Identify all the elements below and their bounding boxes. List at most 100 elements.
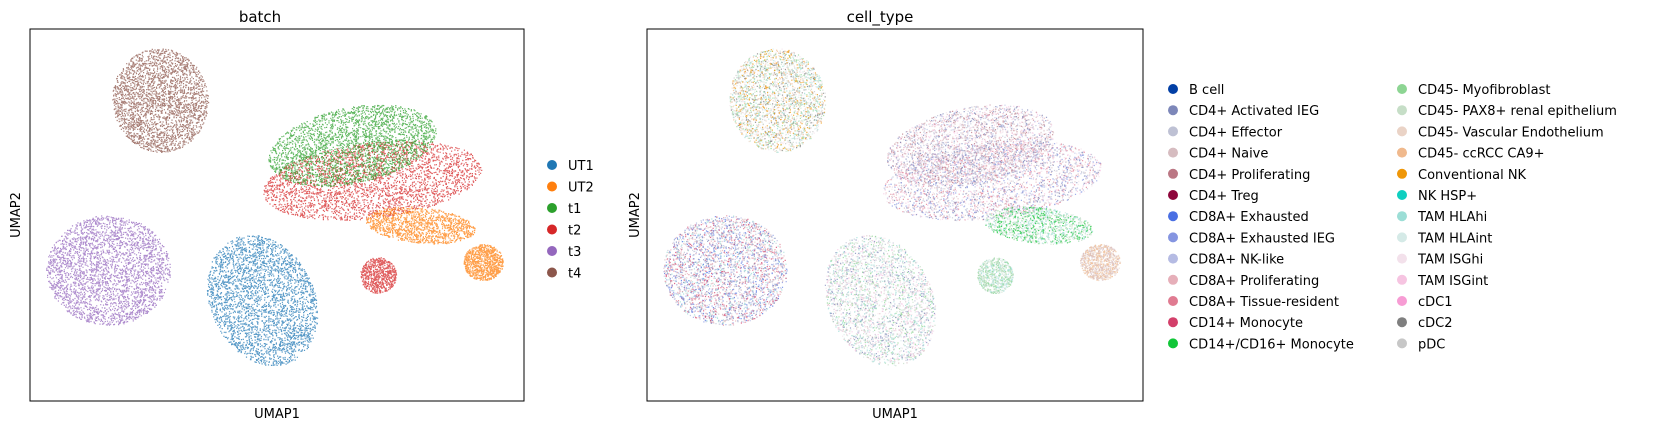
- cluster-cd8-points-2: [664, 216, 788, 325]
- batch-legend-label-ut2: UT2: [568, 181, 594, 196]
- cluster-bridge-points-4: [985, 206, 1093, 245]
- cluster-cd8-points-7: [665, 215, 788, 326]
- cell-type-legend-marker-cd14-cd16-monocyte: [1168, 338, 1178, 349]
- cluster-tcell-top-points-6: [887, 105, 1053, 187]
- cell-type-legend-label-tam-hlahi: TAM HLAhi: [1417, 210, 1487, 225]
- batch-legend-label-t2: t2: [568, 224, 581, 239]
- cell-type-legend-marker-b-cell: [1168, 84, 1178, 94]
- cluster-bridge-points-2: [984, 206, 1091, 245]
- batch-legend-marker-t3: [547, 246, 557, 256]
- batch-legend-label-t4: t4: [568, 267, 581, 282]
- cluster-t1-points-0: [268, 104, 437, 187]
- batch-legend-marker-t4: [547, 267, 557, 278]
- cluster-tcell-mid-points-8: [884, 140, 1101, 220]
- cell-type-panel: cell_type UMAP1 UMAP2 B cell CD4+ Activat…: [628, 8, 1617, 422]
- cell-type-legend-marker-cd4-treg: [1168, 190, 1178, 200]
- cluster-epithelium-points-2: [1080, 244, 1120, 281]
- cell-type-legend-marker-cd45-myofibroblast: [1397, 84, 1407, 94]
- cell-type-legend-label-tam-isghi: TAM ISGhi: [1417, 253, 1483, 268]
- cluster-myeloid-points-5: [730, 51, 826, 151]
- cell-type-legend: B cell CD4+ Activated IEG CD4+ Effector CD4…: [1168, 83, 1617, 352]
- cell-type-legend-label-cd4-naive: CD4+ Naive: [1189, 147, 1268, 162]
- cell-type-legend-label-cd8a-exhausted: CD8A+ Exhausted: [1189, 210, 1309, 225]
- cell-type-legend-label-cd45-ccrcc-ca9: CD45- ccRCC CA9+: [1418, 147, 1545, 162]
- cell-type-legend-label-cd8a-tissue-resident: CD8A+ Tissue-resident: [1189, 295, 1339, 310]
- cell-type-legend-marker-tam-isgint: [1397, 274, 1407, 285]
- cluster-tcell-top-points-2: [887, 104, 1054, 186]
- cell-type-xlabel: UMAP1: [872, 407, 918, 422]
- cluster-cd4-points-1: [825, 235, 936, 367]
- cluster-t3-points-0: [46, 215, 171, 326]
- batch-legend: UT1 UT2 t1 t2 t3 t4: [547, 159, 594, 282]
- cell-type-legend-label-conventional-nk: Conventional NK: [1418, 168, 1527, 183]
- cell-type-legend-label-pdc: pDC: [1418, 337, 1445, 352]
- cell-type-axes-frame: [646, 28, 1144, 402]
- batch-panel: batch UMAP1 UMAP2 UT1 UT2 t1 t2 t3 t4: [9, 8, 594, 422]
- cell-type-legend-label-cdc2: cDC2: [1418, 316, 1453, 331]
- cluster-fibro-points-3: [977, 258, 1014, 294]
- cell-type-legend-marker-conventional-nk: [1397, 168, 1407, 179]
- cell-type-legend-marker-cdc1: [1397, 296, 1407, 306]
- cell-type-point-cloud: [663, 48, 1122, 367]
- cell-type-legend-label-cd8a-nk-like: CD8A+ NK-like: [1189, 253, 1284, 268]
- cluster-t4-points-0: [112, 48, 210, 153]
- cell-type-legend-marker-tam-hlaint: [1397, 232, 1407, 243]
- batch-axes-frame: [29, 28, 525, 402]
- cluster-ut2-bridge-points-0: [366, 206, 476, 245]
- batch-legend-marker-ut1: [547, 160, 557, 170]
- cell-type-legend-label-cd4-effector: CD4+ Effector: [1189, 125, 1283, 140]
- batch-legend-label-t3: t3: [568, 245, 581, 260]
- cell-type-legend-label-cdc1: cDC1: [1418, 295, 1453, 310]
- cell-type-ylabel: UMAP2: [628, 192, 643, 238]
- cell-type-legend-marker-cd8a-exhausted-ieg: [1168, 232, 1178, 243]
- cluster-t2-points-0: [263, 140, 483, 221]
- cluster-bridge-points-0: [986, 206, 1093, 245]
- cluster-myeloid-points-7: [730, 49, 826, 151]
- batch-legend-marker-t1: [547, 203, 557, 213]
- cell-type-legend-label-cd8a-exhausted-ieg: CD8A+ Exhausted IEG: [1189, 231, 1335, 246]
- cluster-cd4-points-2: [826, 235, 934, 365]
- cluster-tcell-top-points-1: [887, 105, 1054, 186]
- cell-type-legend-marker-pdc: [1397, 338, 1407, 349]
- cell-type-legend-marker-cd8a-tissue-resident: [1168, 296, 1178, 306]
- batch-legend-marker-ut2: [547, 181, 557, 192]
- cell-type-legend-label-cd4-proliferating: CD4+ Proliferating: [1189, 168, 1310, 183]
- cell-type-legend-marker-cd45-pax8-renal-epithelium: [1397, 105, 1407, 116]
- cluster-tcell-top-points-4: [887, 105, 1051, 187]
- cell-type-legend-label-cd45-pax8-renal-epithelium: CD45- PAX8+ renal epithelium: [1418, 104, 1617, 119]
- batch-title: batch: [239, 8, 281, 26]
- cluster-t2-small-points-0: [360, 257, 398, 294]
- cell-type-legend-marker-nk-hsp: [1397, 190, 1407, 200]
- cluster-tcell-mid-points-2: [885, 140, 1102, 221]
- cluster-ut2-points-0: [463, 244, 504, 281]
- cell-type-legend-marker-tam-hlahi: [1397, 211, 1407, 222]
- cell-type-legend-marker-cd4-effector: [1168, 126, 1178, 137]
- cell-type-legend-label-cd45-myofibroblast: CD45- Myofibroblast: [1418, 83, 1550, 98]
- cell-type-legend-label-cd8a-proliferating: CD8A+ Proliferating: [1189, 274, 1319, 289]
- cell-type-legend-marker-cd45-ccrcc-ca9: [1397, 147, 1407, 158]
- cell-type-legend-marker-cd8a-nk-like: [1168, 253, 1178, 264]
- batch-point-cloud: [46, 48, 504, 366]
- cell-type-legend-label-cd14-cd16-monocyte: CD14+/CD16+ Monocyte: [1189, 337, 1354, 352]
- batch-legend-marker-t2: [547, 224, 557, 235]
- cell-type-legend-label-b-cell: B cell: [1189, 83, 1224, 98]
- batch-legend-label-ut1: UT1: [568, 159, 594, 174]
- cluster-bridge-points-1: [986, 207, 1092, 245]
- cell-type-legend-marker-cd4-proliferating: [1168, 168, 1178, 179]
- cell-type-legend-marker-cd8a-proliferating: [1168, 274, 1178, 285]
- cell-type-title: cell_type: [847, 8, 914, 27]
- cell-type-legend-label-cd4-activated-ieg: CD4+ Activated IEG: [1189, 104, 1319, 119]
- cell-type-legend-marker-cd8a-exhausted: [1168, 211, 1178, 222]
- cluster-myeloid-points-3: [729, 50, 825, 152]
- batch-ylabel: UMAP2: [9, 192, 24, 238]
- cell-type-legend-label-cd4-treg: CD4+ Treg: [1189, 189, 1259, 204]
- cell-type-legend-label-cd14-monocyte: CD14+ Monocyte: [1189, 316, 1303, 331]
- cluster-tcell-mid-points-4: [888, 140, 1098, 221]
- cell-type-legend-marker-cd14-monocyte: [1168, 317, 1178, 328]
- cell-type-legend-marker-cdc2: [1397, 317, 1407, 328]
- cell-type-legend-marker-cd4-activated-ieg: [1168, 105, 1178, 116]
- cell-type-legend-marker-cd4-naive: [1168, 147, 1178, 158]
- cell-type-legend-label-tam-hlaint: TAM HLAint: [1417, 231, 1492, 246]
- cell-type-legend-marker-cd45-vascular-endothelium: [1397, 126, 1407, 137]
